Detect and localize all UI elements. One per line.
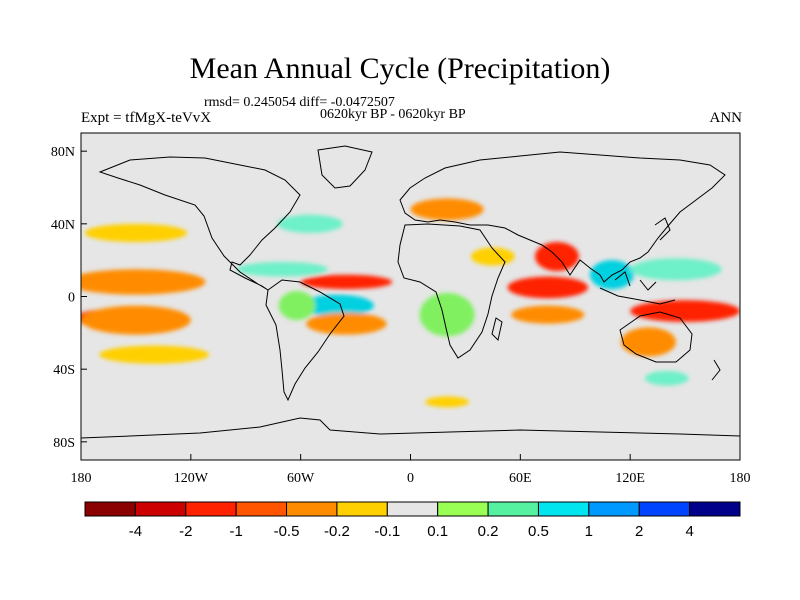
lat-tick-label: 80N <box>51 145 75 160</box>
colorbar-box <box>537 501 590 517</box>
colorbar-box <box>386 501 439 517</box>
lon-tick-label: 60W <box>287 471 315 486</box>
colorbar-label: 4 <box>685 523 693 540</box>
colorbar-label: 0.5 <box>528 523 549 540</box>
colorbar-label: 0.2 <box>478 523 499 540</box>
coast-australia <box>619 311 693 363</box>
colorbar-labels: -4 -2 -1 -0.5 -0.2 -0.1 0.1 0.2 0.5 1 2 4 <box>129 523 694 540</box>
coastlines <box>81 145 740 439</box>
anomaly-antarctic-dry <box>425 396 470 408</box>
colorbar-box <box>286 501 338 517</box>
anomaly-n-pacific-light <box>84 223 188 243</box>
anomaly-field <box>81 198 740 408</box>
lat-tick-label: 40S <box>53 363 75 378</box>
colorbar-label: 0.1 <box>427 523 448 540</box>
colorbar-label: -0.5 <box>274 523 300 540</box>
colorbar-label: -1 <box>229 523 242 540</box>
anomaly-africa-wet <box>419 292 475 337</box>
anomaly-w-pacific-dry <box>630 300 740 322</box>
lon-tick-label: 180 <box>71 471 92 486</box>
colorbar-label: -0.1 <box>374 523 400 540</box>
coast-madagascar <box>491 317 503 341</box>
lat-tick-label: 0 <box>68 291 75 306</box>
colorbar-box <box>185 501 237 517</box>
anomaly-s-ocean-wet <box>644 370 689 386</box>
lon-tick-label: 180 <box>730 471 751 486</box>
coast-greenland <box>317 145 373 189</box>
colorbar-box <box>235 501 288 517</box>
lon-tick-label: 120E <box>615 471 645 486</box>
season-label: ANN <box>709 110 743 126</box>
coast-japan <box>654 217 671 241</box>
anomaly-amazon-wet <box>278 291 316 321</box>
anomaly-eq-pacific-north-mod <box>81 269 206 295</box>
coast-eurasia <box>399 151 726 283</box>
anomaly-atlantic-itcz-dry <box>300 274 393 290</box>
coast-new-zealand <box>711 359 721 381</box>
latitude-ticks: 80N 40N 0 40S 80S <box>51 145 87 451</box>
lat-tick-label: 40N <box>51 218 75 233</box>
lat-tick-label: 80S <box>53 436 75 451</box>
colorbar-box <box>437 501 489 517</box>
anomaly-eq-pacific-south-mod <box>81 305 191 335</box>
colorbar-box <box>638 501 691 517</box>
colorbar-boxes <box>84 501 741 517</box>
anomaly-australia-dry <box>621 327 676 357</box>
anomaly-atlantic-wet <box>300 294 374 317</box>
lon-tick-label: 0 <box>407 471 414 486</box>
colorbar-box <box>134 501 187 517</box>
colorbar-box <box>336 501 388 517</box>
colorbar-label: 2 <box>635 523 643 540</box>
anomaly-s-pacific-light <box>99 345 210 364</box>
longitude-ticks: 180 120W 60W 0 60E 120E 180 <box>71 454 751 486</box>
colorbar-label: -4 <box>129 523 142 540</box>
coast-south-america <box>265 279 345 402</box>
lon-tick-label: 120W <box>174 471 209 486</box>
coast-maritime <box>599 271 676 305</box>
colorbar-label: -0.2 <box>324 523 350 540</box>
period-subtitle: 0620kyr BP - 0620kyr BP <box>320 107 466 122</box>
lon-tick-label: 60E <box>509 471 532 486</box>
colorbar-box <box>689 501 741 517</box>
experiment-label: Expt = tfMgX-teVvX <box>81 110 212 126</box>
anomaly-indian-ocean-south-dry <box>511 305 585 324</box>
coast-africa <box>397 223 506 359</box>
colorbar-box <box>588 501 640 517</box>
anomaly-n-atlantic-wet <box>276 214 343 233</box>
coast-antarctica <box>81 417 740 439</box>
figure-title: Mean Annual Cycle (Precipitation) <box>189 52 611 85</box>
colorbar-label: -2 <box>179 523 192 540</box>
colorbar-label: 1 <box>585 523 593 540</box>
anomaly-europe-dry <box>410 198 484 221</box>
anomaly-w-pacific-wet <box>630 258 722 281</box>
colorbar-box <box>84 501 136 517</box>
stats-text: rmsd= 0.245054 diff= -0.0472507 <box>204 95 395 110</box>
anomaly-s-atlantic-dry <box>306 312 387 335</box>
anomaly-carib-wet <box>236 261 329 277</box>
colorbar-box <box>487 501 539 517</box>
anomaly-indian-ocean-dry <box>507 276 589 299</box>
coast-north-america <box>98 156 301 291</box>
